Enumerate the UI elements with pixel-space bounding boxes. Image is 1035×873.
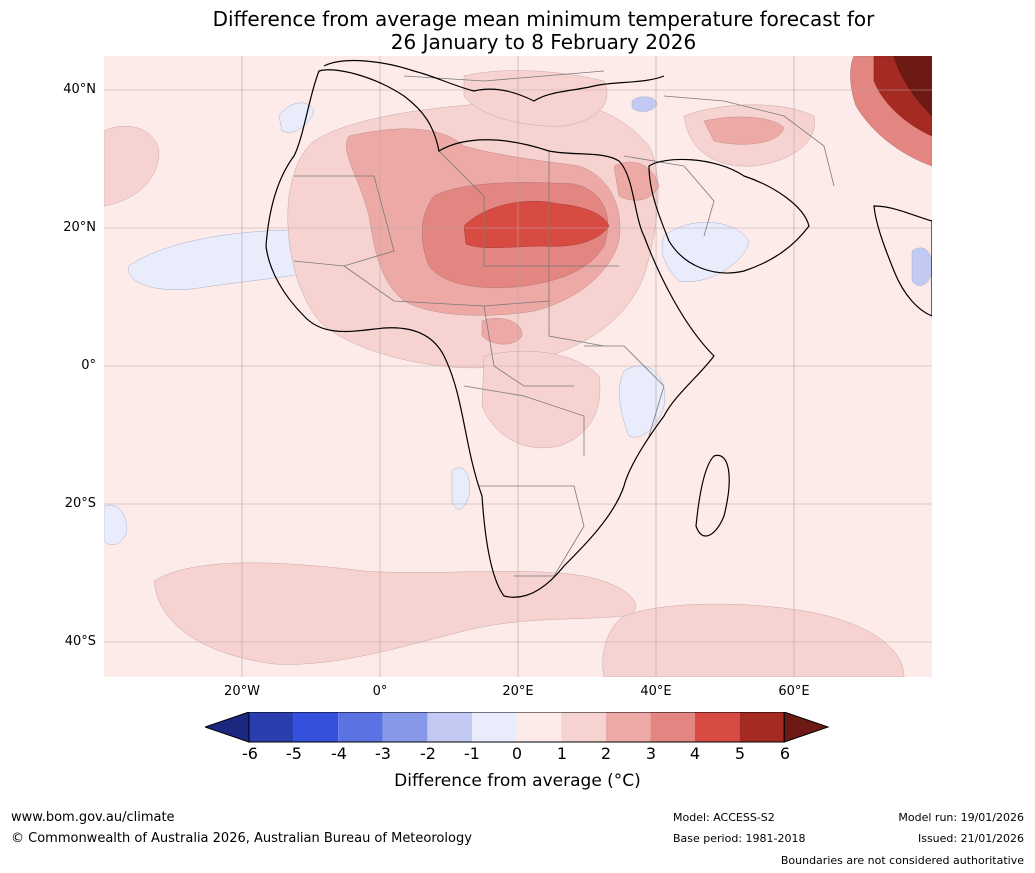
lat-label-40n: 40°N — [63, 82, 96, 97]
warm-area-central-africa — [481, 350, 601, 449]
warm-area-southern-ocean — [153, 562, 636, 665]
border-arabia — [623, 155, 715, 237]
warm-area-central-asia-hottest — [893, 56, 932, 117]
warm-area-north-atlantic — [104, 125, 160, 207]
cool-area-arabia — [661, 222, 750, 283]
title-line-1: Difference from average mean minimum tem… — [212, 7, 875, 31]
colorbar-bin — [338, 712, 383, 742]
border-iran — [663, 95, 835, 187]
footer-issued: Issued: 21/01/2026 — [917, 832, 1024, 845]
colorbar-bin — [382, 712, 428, 742]
colorbar-tick: 3 — [645, 744, 657, 763]
colorbar-tick: 1 — [556, 744, 568, 763]
warm-area-europe — [463, 70, 608, 127]
colorbar — [205, 712, 830, 743]
coast-madagascar — [695, 454, 730, 537]
footer-base-period: Base period: 1981-2018 — [673, 832, 806, 845]
border-congo — [463, 385, 585, 456]
colorbar-bin — [516, 712, 562, 742]
country-borders — [293, 70, 835, 577]
colorbar-bin — [427, 712, 472, 742]
cool-area-nw-atlantic — [278, 102, 315, 133]
colorbar-bin — [739, 712, 785, 742]
lon-label-40e: 40°E — [640, 684, 672, 699]
colorbar-arrow-high — [783, 712, 830, 743]
colorbar-bin — [293, 712, 339, 742]
border-libya — [438, 150, 549, 267]
colorbar-bin — [249, 712, 294, 742]
lat-label-20n: 20°N — [63, 220, 96, 235]
colorbar-tick: 2 — [600, 744, 612, 763]
border-europe-1 — [403, 70, 605, 82]
colorbar-tick: 4 — [689, 744, 701, 763]
border-east-africa — [584, 345, 665, 437]
warm-anomaly-layer — [104, 56, 932, 677]
cool-area-south-atlantic-west — [104, 504, 127, 545]
colorbar-tick: -3 — [375, 744, 391, 763]
lon-label-20w: 20°W — [224, 684, 260, 699]
colorbar-tick: -6 — [242, 744, 258, 763]
colorbar-tick: -2 — [420, 744, 436, 763]
footer-copyright: © Commonwealth of Australia 2026, Austra… — [11, 831, 472, 846]
warm-area-southern-ocean-east — [602, 603, 905, 677]
cool-area-mediterranean — [631, 96, 658, 112]
coastlines — [265, 59, 932, 598]
colorbar-tick: 5 — [734, 744, 746, 763]
lon-label-20e: 20°E — [502, 684, 534, 699]
cool-area-india — [911, 247, 932, 286]
colorbar-label: Difference from average (°C) — [394, 771, 641, 791]
coast-arabia — [648, 158, 810, 274]
lat-label-40s: 40°S — [64, 634, 96, 649]
border-sahara-west — [293, 175, 395, 267]
footer-disclaimer: Boundaries are not considered authoritat… — [780, 854, 1024, 867]
lon-label-60e: 60°E — [778, 684, 810, 699]
colorbar-tick: -4 — [331, 744, 347, 763]
lon-label-0: 0° — [372, 684, 388, 699]
colorbar-tick: -1 — [464, 744, 480, 763]
warm-area-sahara-4to5 — [463, 201, 610, 248]
lat-label-0: 0° — [81, 358, 96, 373]
title-line-2: 26 January to 8 February 2026 — [390, 30, 697, 54]
footer-model: Model: ACCESS-S2 — [673, 811, 775, 824]
forecast-map — [104, 56, 932, 677]
border-southern-africa — [479, 485, 585, 577]
colorbar-tick: 6 — [779, 744, 791, 763]
coast-india — [873, 205, 932, 317]
footer-model-run: Model run: 19/01/2026 — [898, 811, 1024, 824]
warm-area-arabia-2to3 — [613, 161, 660, 201]
border-central-africa — [483, 305, 574, 387]
warm-area-iran-2to3 — [703, 116, 785, 145]
coast-africa — [265, 69, 715, 598]
colorbar-bin — [605, 712, 651, 742]
cool-area-west-coast-south — [451, 467, 470, 510]
footer-website[interactable]: www.bom.gov.au/climate — [11, 810, 175, 825]
graticule — [104, 56, 932, 677]
colorbar-arrow-low — [205, 712, 250, 743]
border-sahel — [343, 265, 550, 307]
warm-area-nigeria — [481, 318, 523, 345]
colorbar-bin — [472, 712, 517, 742]
chart-title: Difference from average mean minimum tem… — [0, 8, 1035, 54]
coast-europe — [323, 59, 665, 102]
colorbar-frame — [248, 712, 785, 743]
colorbar-bin — [650, 712, 695, 742]
colorbar-bin — [561, 712, 606, 742]
border-sudan — [548, 266, 605, 347]
colorbar-bin — [695, 712, 740, 742]
lat-label-20s: 20°S — [64, 496, 96, 511]
cool-area-east-africa — [619, 365, 666, 438]
colorbar-tick: -5 — [286, 744, 302, 763]
colorbar-tick: 0 — [511, 744, 523, 763]
map-svg — [104, 56, 932, 677]
